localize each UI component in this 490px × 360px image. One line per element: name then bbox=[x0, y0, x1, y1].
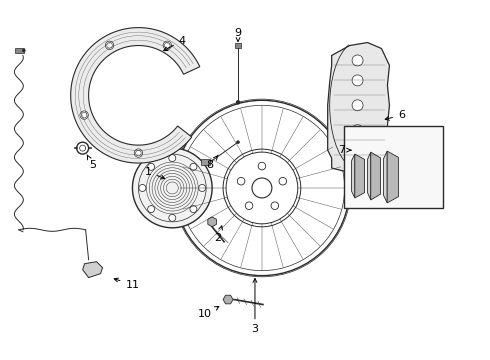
Circle shape bbox=[352, 55, 363, 66]
Polygon shape bbox=[83, 262, 102, 278]
Text: 8: 8 bbox=[207, 155, 218, 170]
Circle shape bbox=[174, 100, 349, 276]
Circle shape bbox=[252, 178, 272, 198]
Circle shape bbox=[132, 148, 212, 228]
Polygon shape bbox=[223, 295, 233, 304]
Circle shape bbox=[279, 177, 287, 185]
Circle shape bbox=[198, 184, 206, 192]
Bar bbox=[201, 159, 210, 165]
Bar bbox=[343, 126, 443, 208]
Text: 11: 11 bbox=[114, 278, 140, 289]
Circle shape bbox=[80, 111, 88, 119]
Circle shape bbox=[139, 184, 146, 192]
Circle shape bbox=[134, 149, 143, 157]
Circle shape bbox=[245, 202, 253, 210]
Polygon shape bbox=[368, 152, 371, 200]
Circle shape bbox=[352, 125, 363, 136]
Circle shape bbox=[236, 100, 240, 104]
Text: 4: 4 bbox=[164, 36, 186, 51]
Bar bbox=[235, 43, 241, 48]
Text: 10: 10 bbox=[198, 306, 219, 319]
Circle shape bbox=[147, 206, 155, 213]
Bar bbox=[15, 48, 24, 54]
Circle shape bbox=[236, 140, 240, 144]
Polygon shape bbox=[208, 217, 217, 227]
Circle shape bbox=[169, 154, 176, 162]
Text: 7: 7 bbox=[338, 145, 351, 155]
Polygon shape bbox=[355, 154, 365, 198]
Polygon shape bbox=[71, 28, 200, 163]
Text: 5: 5 bbox=[87, 155, 96, 170]
Circle shape bbox=[105, 41, 114, 49]
Polygon shape bbox=[387, 151, 398, 203]
Circle shape bbox=[352, 147, 363, 158]
Circle shape bbox=[163, 41, 172, 49]
Circle shape bbox=[352, 100, 363, 111]
Circle shape bbox=[271, 202, 279, 210]
Circle shape bbox=[190, 206, 197, 213]
Polygon shape bbox=[352, 154, 355, 198]
Circle shape bbox=[258, 162, 266, 170]
Text: 1: 1 bbox=[145, 167, 165, 179]
Text: 6: 6 bbox=[385, 110, 405, 120]
Circle shape bbox=[237, 177, 245, 185]
Circle shape bbox=[190, 163, 197, 170]
Circle shape bbox=[147, 163, 155, 170]
Circle shape bbox=[22, 49, 25, 52]
Circle shape bbox=[169, 214, 176, 221]
Polygon shape bbox=[328, 42, 390, 175]
Text: 9: 9 bbox=[234, 28, 242, 41]
Text: 2: 2 bbox=[215, 226, 222, 243]
Text: 3: 3 bbox=[251, 279, 258, 334]
Polygon shape bbox=[384, 151, 387, 203]
Polygon shape bbox=[371, 152, 380, 200]
Circle shape bbox=[352, 75, 363, 86]
